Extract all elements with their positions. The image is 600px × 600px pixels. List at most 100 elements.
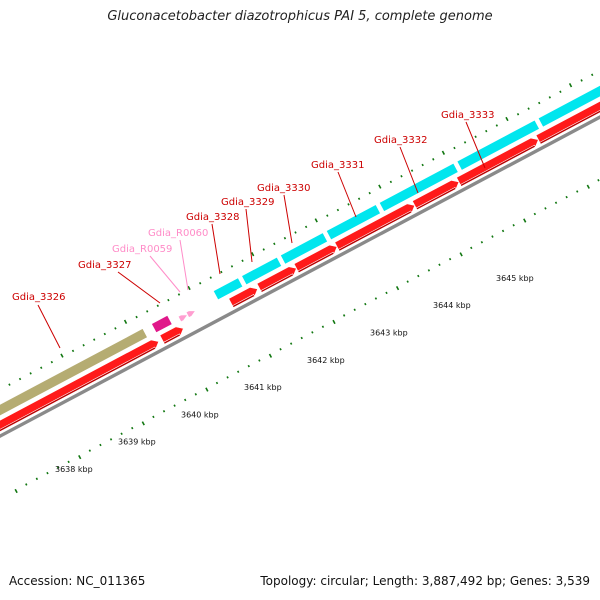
- scale-label: 3641 kbp: [244, 383, 282, 392]
- tick-mark: [103, 332, 106, 336]
- cds-shadow: [415, 186, 457, 211]
- scale-label: 3640 kbp: [181, 410, 219, 419]
- label-leader-line: [179, 239, 189, 291]
- label-leader-line: [117, 271, 161, 304]
- tick-mark: [421, 163, 424, 167]
- tick-mark: [505, 116, 509, 122]
- tick-mark: [304, 225, 308, 229]
- tick-mark: [364, 302, 367, 306]
- scale-label: 3645 kbp: [496, 274, 534, 283]
- gene-labels: Gdia_3326 Gdia_3327 Gdia_R0059 Gdia_R0060 Gd…: [12, 110, 494, 303]
- tick-mark: [554, 201, 558, 205]
- label-leader-line: [465, 121, 486, 169]
- tick-mark: [135, 315, 138, 319]
- scale-label: 3642 kbp: [307, 356, 345, 365]
- tick-mark: [438, 263, 441, 266]
- tick-mark: [485, 129, 488, 133]
- tick-mark: [177, 293, 181, 296]
- scale-label: 3638 kbp: [55, 465, 93, 474]
- tick-mark: [410, 169, 414, 172]
- tick-mark: [162, 409, 166, 413]
- cds-shadow: [232, 294, 256, 308]
- tick-mark: [14, 488, 18, 494]
- tick-mark: [470, 246, 473, 250]
- gene-label: Gdia_3330: [257, 183, 310, 194]
- tick-mark: [565, 195, 568, 199]
- scale-label: 3644 kbp: [433, 301, 471, 310]
- gene-label: Gdia_3331: [311, 160, 364, 171]
- tick-mark: [247, 364, 250, 368]
- gene-label: Gdia_3326: [12, 292, 65, 303]
- label-leader-line: [283, 194, 293, 244]
- lower-tick-row: [14, 178, 600, 494]
- upper-tick-row: [0, 73, 594, 391]
- tick-mark: [374, 297, 378, 300]
- gene-label: Gdia_3333: [441, 110, 494, 121]
- tick-mark: [35, 477, 39, 481]
- label-leader-line: [149, 255, 181, 293]
- tick-mark: [453, 146, 456, 150]
- label-leader-lines: [37, 121, 486, 349]
- tick-mark: [463, 141, 467, 144]
- tick-mark: [187, 285, 191, 291]
- tick-mark: [40, 366, 43, 370]
- tick-mark: [591, 73, 594, 77]
- tick-mark: [241, 259, 244, 262]
- scale-labels: 3638 kbp 3639 kbp 3640 kbp 3641 kbp 3642 kbp…: [55, 274, 534, 474]
- tick-mark: [491, 235, 494, 238]
- tick-mark: [559, 90, 562, 93]
- tick-mark: [25, 483, 28, 486]
- tick-mark: [368, 191, 371, 195]
- tick-mark: [194, 393, 197, 396]
- tick-mark: [353, 308, 356, 312]
- tick-mark: [427, 269, 431, 272]
- tick-mark: [580, 79, 583, 82]
- tick-mark: [474, 135, 477, 139]
- forward-gene-feature: [537, 85, 600, 128]
- scale-label: 3643 kbp: [370, 329, 408, 338]
- tick-mark: [378, 184, 382, 189]
- forward-gene-feature: [325, 204, 381, 241]
- tick-mark: [123, 319, 128, 324]
- tick-mark: [501, 229, 505, 233]
- tick-mark: [533, 212, 537, 216]
- tick-mark: [332, 319, 336, 325]
- rna-feature-gdia-r0059: [151, 314, 173, 334]
- tick-mark: [480, 240, 484, 244]
- rna-feature-small: [185, 310, 197, 318]
- gene-label: Gdia_3332: [374, 135, 427, 146]
- tick-mark: [67, 460, 70, 464]
- tick-mark: [173, 404, 176, 407]
- tick-mark: [273, 242, 276, 246]
- rna-feature-small: [177, 314, 189, 323]
- tick-mark: [71, 349, 75, 353]
- tick-mark: [512, 224, 515, 227]
- tick-mark: [251, 252, 255, 257]
- tick-mark: [432, 158, 435, 161]
- genome-backbone: [0, 114, 600, 439]
- gene-label: Gdia_3327: [78, 260, 131, 271]
- tick-mark: [78, 455, 82, 460]
- tick-mark: [99, 443, 102, 447]
- tick-mark: [46, 471, 49, 475]
- tick-mark: [146, 310, 149, 313]
- tick-mark: [314, 218, 318, 223]
- tick-mark: [448, 257, 452, 261]
- cds-shadow: [539, 109, 600, 145]
- tick-mark: [523, 218, 527, 223]
- label-leader-line: [37, 304, 61, 349]
- tick-mark: [347, 203, 350, 206]
- tick-mark: [237, 370, 240, 374]
- tick-mark: [326, 214, 329, 217]
- tick-mark: [262, 248, 265, 251]
- forward-gene-feature: [378, 162, 459, 212]
- tick-mark: [29, 372, 32, 375]
- cds-shadow: [297, 251, 335, 274]
- tick-mark: [597, 178, 600, 182]
- tick-mark: [226, 376, 229, 379]
- cds-shadow: [260, 273, 294, 293]
- gene-feature-gdia-3326: [0, 328, 148, 417]
- tick-mark: [268, 353, 273, 358]
- accession-text: Accession: NC_011365: [9, 574, 146, 588]
